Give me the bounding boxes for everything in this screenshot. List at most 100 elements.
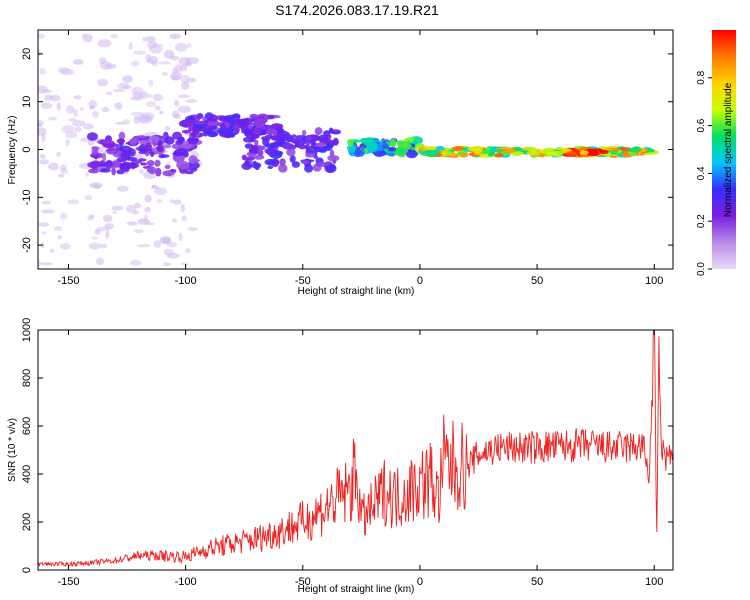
- spectrogram-cell: [91, 236, 98, 240]
- spectrogram-cell: [148, 79, 154, 87]
- spectrogram-ytick-label: -20: [21, 237, 33, 253]
- spectrogram-cell: [133, 50, 146, 55]
- spectrogram-cell: [99, 243, 108, 249]
- spectrogram-cell: [305, 134, 312, 141]
- spectrogram-cell: [243, 117, 253, 124]
- spectrogram-cell: [530, 149, 538, 155]
- spectrogram-cell: [156, 145, 164, 152]
- spectrogram-cell: [173, 199, 182, 205]
- spectrogram-cell: [92, 110, 99, 118]
- spectrogram-cell: [291, 161, 300, 168]
- spectrogram-cell: [114, 102, 123, 110]
- spectrogram-cell: [164, 136, 175, 145]
- spectrogram-cell: [207, 131, 218, 138]
- spectrogram-cell: [325, 133, 332, 140]
- spectrogram-cell: [160, 154, 170, 158]
- spectrogram-cell: [102, 214, 113, 223]
- spectrogram-cell: [65, 104, 75, 114]
- spectrogram-cell: [59, 164, 67, 171]
- spectrogram-cell: [282, 143, 293, 150]
- spectrogram-cell: [161, 72, 168, 77]
- spectrogram-cell: [305, 146, 313, 155]
- spectrogram-xlabel: Height of straight line (km): [298, 286, 415, 297]
- spectrogram-cell: [142, 37, 147, 42]
- spectrogram-cell: [107, 160, 113, 168]
- spectrogram-cell: [177, 105, 191, 113]
- spectrogram-cell: [180, 262, 189, 266]
- colorbar-label: Normalized spectral amplitude: [723, 82, 734, 217]
- spectrogram-cell: [494, 153, 504, 158]
- spectrogram-cell: [354, 149, 365, 157]
- spectrogram-cell: [390, 138, 397, 148]
- spectrogram-cell: [178, 232, 183, 242]
- spectrogram-cell: [133, 229, 144, 234]
- spectrogram-ytick-label: 10: [21, 96, 33, 108]
- spectrogram-cell: [161, 236, 171, 245]
- spectrogram-cell: [246, 134, 260, 140]
- snr-ytick-label: 200: [21, 513, 33, 531]
- spectrogram-cell: [289, 155, 296, 163]
- spectrogram-cell: [329, 129, 341, 135]
- spectrogram-cell: [40, 262, 53, 266]
- spectrogram-cell: [57, 235, 62, 240]
- spectrogram-cell: [311, 139, 316, 146]
- spectrogram-cell: [38, 123, 43, 128]
- spectrogram-cell: [97, 78, 108, 87]
- spectrogram-cell: [327, 139, 339, 146]
- spectrogram-cell: [101, 106, 110, 113]
- spectrogram-cell: [298, 144, 307, 150]
- spectrogram-cell: [95, 257, 105, 266]
- spectrogram-cell: [171, 218, 178, 223]
- spectrogram-cell: [501, 148, 517, 153]
- spectrogram-cell: [101, 140, 115, 145]
- spectrogram-cell: [112, 210, 117, 214]
- spectrogram-cell: [187, 227, 198, 231]
- spectrogram-ytick-label: 0: [21, 146, 33, 152]
- spectrogram-cell: [130, 96, 143, 101]
- snr-xtick-label: 50: [531, 576, 543, 588]
- spectrogram-cell: [110, 33, 119, 39]
- spectrogram-cell: [253, 118, 268, 124]
- spectrogram-cell: [67, 199, 80, 205]
- spectrogram-cell: [125, 204, 136, 213]
- colorbar-gradient: [712, 30, 736, 269]
- snr-xtick-label: -150: [57, 576, 79, 588]
- spectrogram-cell: [73, 95, 82, 100]
- spectrogram-cell: [122, 75, 133, 83]
- spectrogram-cell: [151, 184, 156, 188]
- spectrogram-cell: [264, 147, 278, 154]
- spectrogram-cell: [173, 154, 185, 164]
- spectrogram-cell: [467, 146, 480, 152]
- spectrogram-cell: [139, 169, 144, 174]
- spectrogram-cell: [98, 163, 106, 167]
- spectrogram-cell: [286, 148, 296, 157]
- colorbar-tick-label: 0.4: [696, 166, 707, 180]
- figure-title: S174.2026.083.17.19.R21: [275, 2, 439, 18]
- spectrogram-cell: [459, 153, 469, 158]
- colorbar-tick-label: 0.8: [696, 70, 707, 84]
- spectrogram-cell: [265, 128, 278, 135]
- spectrogram-cell: [264, 134, 271, 142]
- spectrogram-cell: [172, 67, 178, 74]
- spectrogram-cell: [579, 150, 589, 155]
- spectrogram-cell: [184, 170, 194, 175]
- spectrogram-cell: [300, 137, 306, 146]
- spectrogram-cell: [301, 129, 307, 137]
- spectrogram-cell: [241, 154, 248, 161]
- spectrogram-cell: [89, 214, 95, 220]
- spectrogram-cell: [241, 162, 252, 170]
- spectrogram-cell: [186, 77, 197, 83]
- spectrogram-cell: [158, 61, 171, 65]
- spectrogram-cell: [312, 142, 327, 148]
- spectrogram-cell: [99, 168, 111, 173]
- spectrogram-cell: [85, 172, 90, 177]
- spectrogram-cell: [426, 146, 437, 151]
- spectrogram-cell: [331, 164, 336, 169]
- spectrogram-cell: [449, 152, 457, 157]
- spectrogram-cell: [169, 169, 177, 172]
- spectrogram-cell: [39, 159, 50, 165]
- spectrogram-cell: [116, 138, 126, 144]
- spectrogram-cell: [88, 99, 98, 109]
